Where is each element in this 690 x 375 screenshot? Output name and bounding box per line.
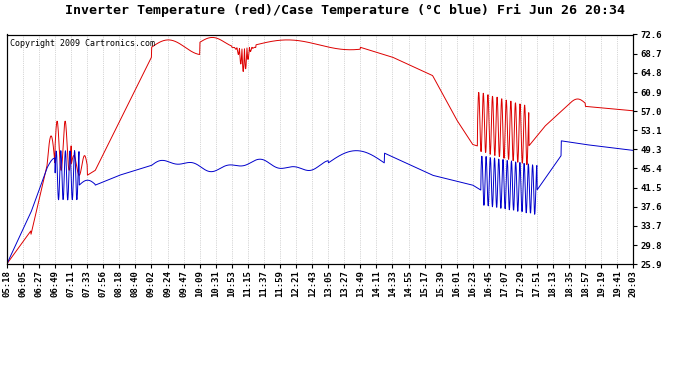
- Text: Copyright 2009 Cartronics.com: Copyright 2009 Cartronics.com: [10, 39, 155, 48]
- Text: Inverter Temperature (red)/Case Temperature (°C blue) Fri Jun 26 20:34: Inverter Temperature (red)/Case Temperat…: [65, 4, 625, 17]
